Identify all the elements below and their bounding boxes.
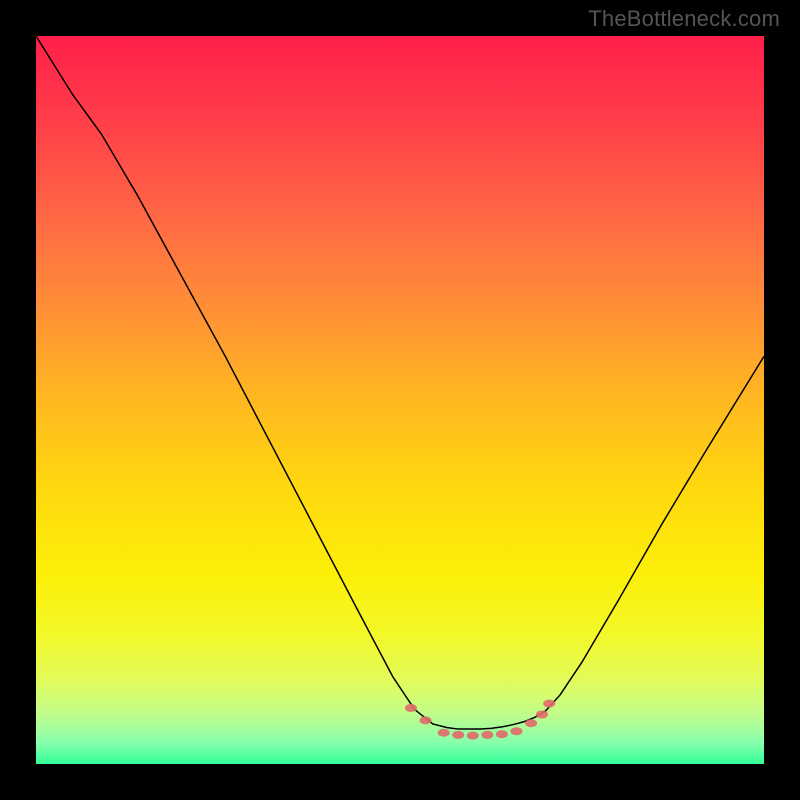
chart-background: [36, 36, 764, 764]
chart-frame: TheBottleneck.com: [0, 0, 800, 800]
floor-point: [510, 727, 522, 735]
watermark-text: TheBottleneck.com: [588, 6, 780, 32]
floor-point: [543, 700, 555, 708]
floor-point: [438, 729, 450, 737]
floor-point: [536, 711, 548, 719]
plot-area: [36, 36, 764, 764]
floor-point: [452, 731, 464, 739]
chart-svg: [36, 36, 764, 764]
floor-point: [525, 719, 537, 727]
floor-point: [419, 716, 431, 724]
floor-point: [467, 732, 479, 740]
floor-point: [496, 730, 508, 738]
floor-point: [481, 731, 493, 739]
floor-point: [405, 704, 417, 712]
